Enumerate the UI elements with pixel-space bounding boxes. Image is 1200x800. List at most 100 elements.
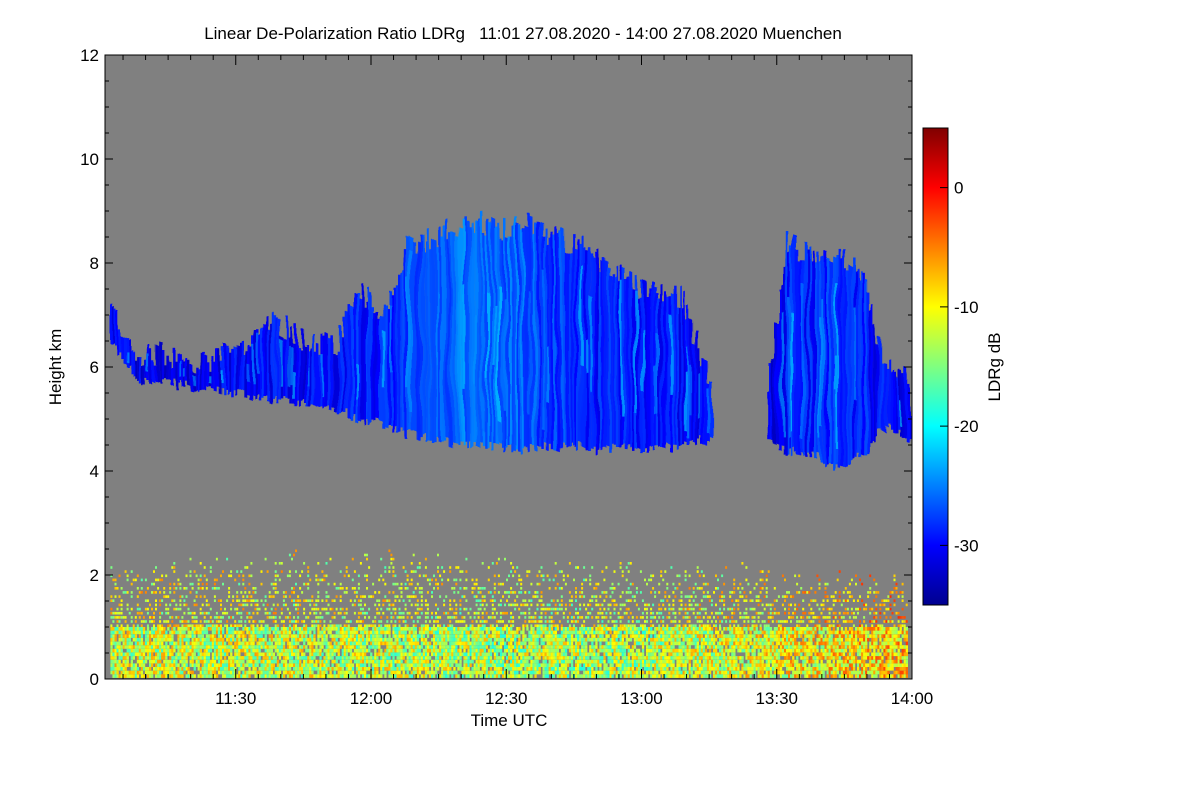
aerosol-pixel [449,634,452,638]
aerosol-pixel [153,637,156,642]
cloud-column [560,232,563,441]
aerosol-pixel [514,603,517,607]
aerosol-pixel [449,667,452,671]
aerosol-pixel [404,634,407,638]
aerosol-pixel [378,578,381,582]
aerosol-pixel [414,630,417,635]
aerosol-pixel [311,641,314,646]
aerosol-pixel [274,648,277,653]
aerosol-pixel [530,641,533,646]
aerosol-pixel [349,620,352,623]
aerosol-pixel [477,652,480,657]
aerosol-pixel [374,637,377,642]
aerosol-pixel [155,627,158,631]
aerosol-pixel [605,627,608,631]
aerosol-pixel [270,670,273,675]
aerosol-pixel [339,663,342,667]
aerosol-pixel [327,648,330,653]
aerosol-pixel [240,634,243,638]
aerosol-pixel [489,674,493,678]
aerosol-pixel [599,648,602,653]
aerosol-pixel [499,634,503,638]
aerosol-pixel [613,637,616,642]
aerosol-pixel [433,620,435,623]
aerosol-pixel [124,637,127,642]
aerosol-pixel [485,634,488,638]
aerosol-pixel [315,624,318,627]
aerosol-pixel [447,659,450,664]
aerosol-pixel [546,670,549,675]
aerosol-pixel [617,667,620,671]
aerosol-pixel [481,616,484,619]
aerosol-pixel [252,645,255,649]
aerosol-pixel [483,624,486,627]
aerosol-pixel [621,659,624,664]
aerosol-pixel [238,659,241,664]
cloud-column [418,232,421,436]
aerosol-pixel [345,674,348,678]
aerosol-pixel [372,645,375,649]
aerosol-pixel [339,630,342,635]
aerosol-pixel [181,645,184,649]
aerosol-pixel [459,667,462,671]
aerosol-pixel [327,582,330,586]
aerosol-pixel [376,607,379,611]
aerosol-pixel [297,630,300,635]
aerosol-pixel [378,603,381,607]
aerosol-pixel [197,587,200,590]
aerosol-pixel [282,627,286,631]
aerosol-pixel [343,591,346,594]
aerosol-pixel [441,566,444,569]
aerosol-pixel [171,659,174,664]
aerosol-pixel [384,667,387,671]
aerosol-pixel [564,582,567,586]
aerosol-pixel [307,574,310,578]
aerosol-pixel [516,674,519,678]
aerosol-pixel [254,652,257,657]
aerosol-pixel [205,578,208,582]
aerosol-pixel [118,595,121,598]
aerosol-pixel [220,620,222,623]
aerosol-pixel [116,648,119,653]
aerosol-pixel [211,620,214,623]
aerosol-pixel [167,634,170,638]
aerosol-pixel [272,630,275,635]
aerosol-pixel [396,634,399,638]
aerosol-pixel [504,634,507,638]
aerosol-pixel [546,574,549,578]
cloud-column [632,289,635,452]
aerosol-pixel [293,599,295,602]
aerosol-pixel [623,659,626,664]
aerosol-pixel [144,659,148,664]
cloud-column [472,232,475,448]
aerosol-pixel [189,663,192,667]
aerosol-pixel [420,637,424,642]
aerosol-pixel [313,667,316,671]
aerosol-pixel [426,652,430,657]
aerosol-pixel [215,648,219,653]
aerosol-pixel [199,648,202,653]
cloud-column [285,315,288,398]
aerosol-pixel [276,574,279,578]
aerosol-pixel [514,641,517,646]
aerosol-pixel [359,663,363,667]
aerosol-pixel [236,645,239,649]
aerosol-pixel [177,634,180,638]
aerosol-pixel [433,630,436,635]
aerosol-pixel [295,645,298,649]
aerosol-pixel [542,674,545,678]
aerosol-pixel [230,624,233,627]
aerosol-pixel [485,656,488,660]
aerosol-pixel [568,641,572,646]
aerosol-pixel [355,648,359,653]
aerosol-pixel [151,627,154,631]
aerosol-pixel [337,634,340,638]
aerosol-pixel [487,578,490,582]
aerosol-pixel [390,562,393,565]
aerosol-pixel [420,667,424,671]
aerosol-pixel [378,637,381,642]
cloud-column [659,283,662,449]
aerosol-pixel [122,656,125,660]
cloud-column [702,359,705,447]
aerosol-pixel [485,652,488,657]
